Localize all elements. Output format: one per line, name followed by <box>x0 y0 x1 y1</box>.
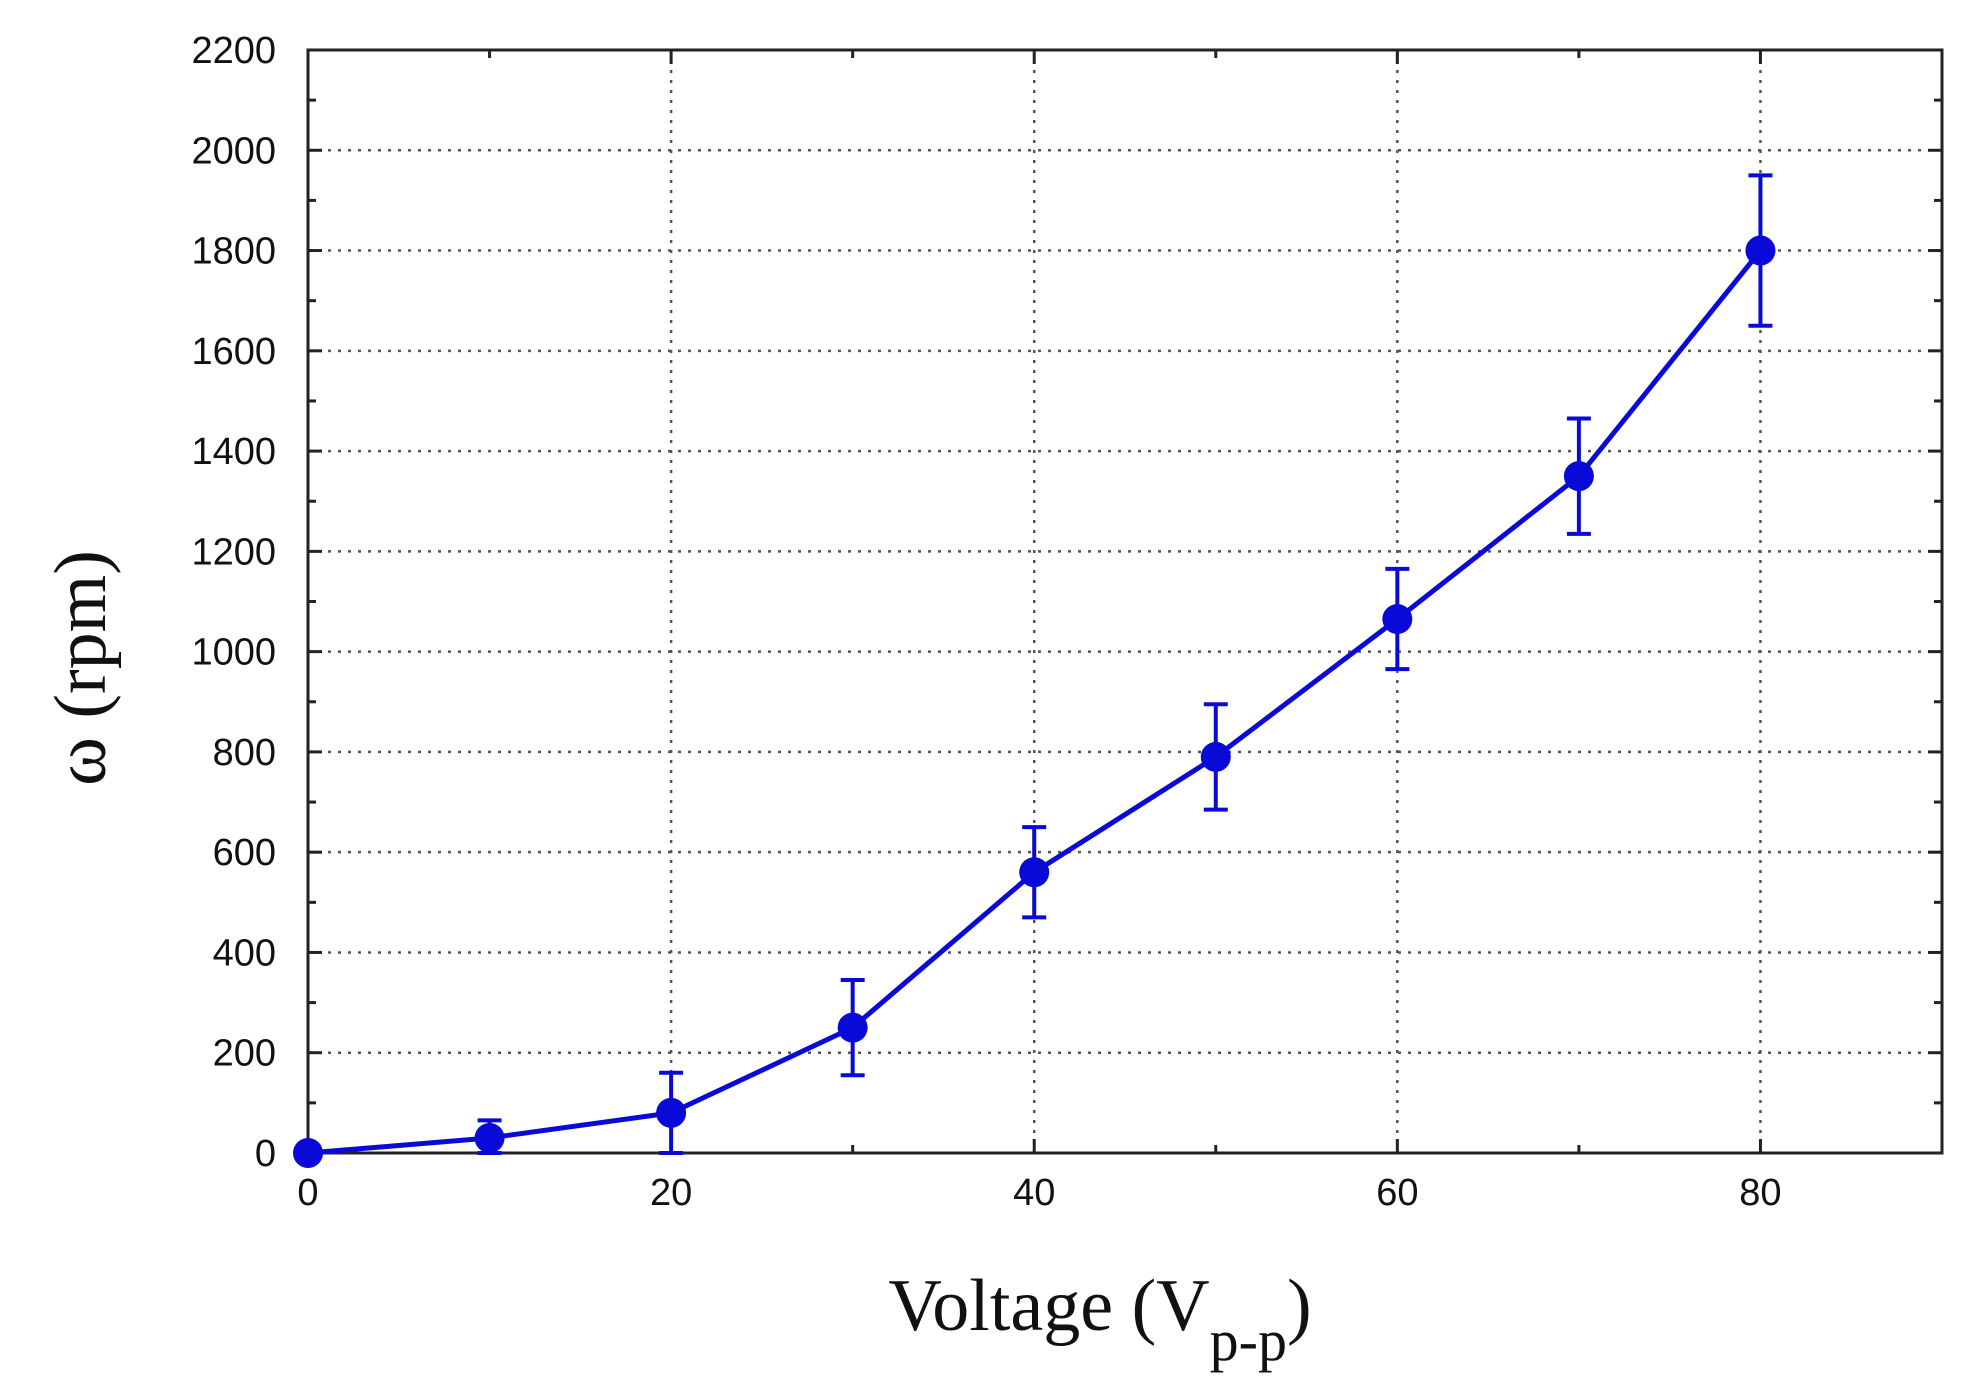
y-tick-label: 1000 <box>191 632 276 674</box>
data-point <box>1382 604 1413 635</box>
data-point <box>1563 461 1594 492</box>
y-tick-label: 1800 <box>191 231 276 273</box>
x-tick-label: 20 <box>650 1172 692 1214</box>
y-tick-label: 200 <box>213 1033 276 1075</box>
x-axis-title-main: Voltage (V <box>888 1265 1209 1347</box>
x-tick-label: 40 <box>1013 1172 1055 1214</box>
data-point <box>1200 741 1231 772</box>
y-axis-title: ω (rpm) <box>40 550 122 786</box>
x-tick-labels: 0 20 40 60 80 <box>297 1172 1781 1214</box>
y-tick-label: 1400 <box>191 431 276 473</box>
y-tick-label: 800 <box>213 732 276 774</box>
data-point <box>656 1097 687 1128</box>
x-axis-title-close: ) <box>1287 1265 1312 1347</box>
axis-ticks <box>306 48 1942 1155</box>
y-tick-label: 1600 <box>191 331 276 373</box>
y-tick-label: 600 <box>213 832 276 874</box>
y-tick-label: 2200 <box>191 30 276 72</box>
x-axis-title: Voltage (Vp-p) <box>888 1265 1311 1373</box>
x-tick-label: 60 <box>1376 1172 1418 1214</box>
x-tick-label: 80 <box>1739 1172 1781 1214</box>
series-layer <box>293 173 1776 1168</box>
data-point <box>474 1122 505 1153</box>
data-point <box>1019 857 1050 888</box>
x-axis-title-subscript: p-p <box>1210 1308 1287 1373</box>
y-tick-label: 0 <box>255 1133 276 1175</box>
y-tick-label: 400 <box>213 932 276 974</box>
data-point <box>1745 235 1776 266</box>
y-tick-label: 1200 <box>191 531 276 573</box>
grid <box>308 50 1942 1153</box>
data-point <box>837 1012 868 1043</box>
data-point <box>293 1138 323 1168</box>
y-tick-label: 2000 <box>191 130 276 172</box>
plot-frame <box>306 48 1944 1155</box>
y-tick-labels: 0 200 400 600 800 1000 1200 1400 1600 1800 2000 220… <box>191 30 276 1175</box>
x-tick-label: 0 <box>297 1172 318 1214</box>
